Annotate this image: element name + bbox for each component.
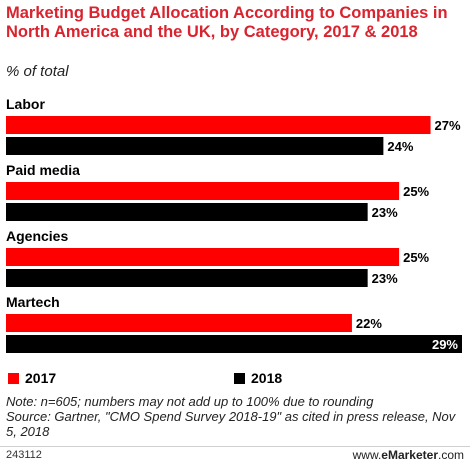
legend-item-2018: 2018 <box>234 370 282 386</box>
bar-chart: Labor 27% 24% Paid media 25% 23% Agencies 25% 23… <box>6 96 462 353</box>
data-label-paid-media-2017: 25% <box>403 184 429 199</box>
chart-id: 243112 <box>6 449 42 461</box>
data-label-labor-2017: 27% <box>435 118 461 133</box>
category-label-martech: Martech <box>6 294 60 310</box>
chart-subtitle: % of total <box>6 63 69 80</box>
legend-swatch-2017 <box>8 372 19 384</box>
bar-paid-media-2017 <box>6 182 400 200</box>
category-label-paid-media: Paid media <box>6 162 80 178</box>
data-label-agencies-2018: 23% <box>372 271 398 286</box>
source-text: Source: Gartner, "CMO Spend Survey 2018-… <box>6 409 456 439</box>
bar-labor-2018 <box>6 137 384 155</box>
chart-title: Marketing Budget Allocation According to… <box>6 4 448 41</box>
legend-label-2018: 2018 <box>251 370 283 386</box>
footer-divider <box>0 446 470 447</box>
bar-martech-2017 <box>6 314 352 332</box>
bar-agencies-2018 <box>6 269 368 287</box>
data-label-martech-2018: 29% <box>432 337 458 352</box>
category-label-labor: Labor <box>6 96 45 112</box>
legend-label-2017: 2017 <box>25 370 57 386</box>
data-label-martech-2017: 22% <box>356 316 382 331</box>
chart-footnote: Note: n=605; numbers may not add up to 1… <box>6 394 466 439</box>
category-label-agencies: Agencies <box>6 228 68 244</box>
bar-labor-2017 <box>6 116 431 134</box>
note-text: Note: n=605; numbers may not add up to 1… <box>6 394 374 409</box>
brand-link[interactable]: www.eMarketer.com <box>352 448 464 462</box>
data-label-agencies-2017: 25% <box>403 250 429 265</box>
data-label-labor-2018: 24% <box>387 139 413 154</box>
legend-swatch-2018 <box>234 372 245 384</box>
data-label-paid-media-2018: 23% <box>372 205 398 220</box>
bar-martech-2018 <box>6 335 462 353</box>
bar-agencies-2017 <box>6 248 400 266</box>
legend-item-2017: 2017 <box>8 370 56 386</box>
bar-paid-media-2018 <box>6 203 368 221</box>
